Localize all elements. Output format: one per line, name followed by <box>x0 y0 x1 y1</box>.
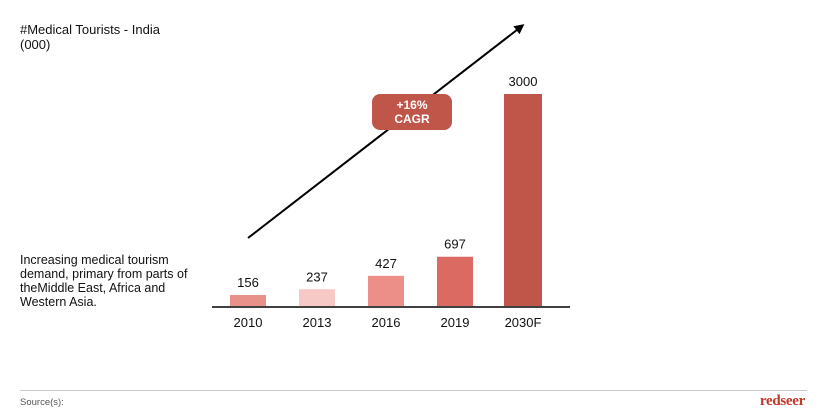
category-label: 2013 <box>303 315 332 330</box>
footer-divider <box>20 390 807 391</box>
bars-group: 156 2010 237 2013 427 2016 697 2019 3000 2030F <box>230 74 542 330</box>
annotation-note: Increasing medical tourism demand, prima… <box>20 253 188 309</box>
bar-2013 <box>299 289 335 306</box>
bar-value-label: 3000 <box>509 74 538 89</box>
redseer-logo: redseer <box>759 393 805 409</box>
cagr-value: +16% <box>396 98 428 112</box>
category-label: 2030F <box>505 315 542 330</box>
growth-arrow <box>247 24 525 239</box>
bar-value-label: 156 <box>237 275 259 290</box>
bar-2016 <box>368 275 404 306</box>
cagr-badge: +16% CAGR <box>372 94 452 130</box>
source-label: Source(s): <box>20 397 64 408</box>
cagr-label: CAGR <box>394 112 430 126</box>
bar-2019 <box>437 256 473 306</box>
bar-value-label: 427 <box>375 256 397 271</box>
chart-title-line2: (000) <box>20 37 51 52</box>
chart-title: #Medical Tourists - India (000) <box>20 22 160 52</box>
category-label: 2019 <box>441 315 470 330</box>
chart-title-line1: #Medical Tourists - India <box>20 22 160 37</box>
bar-value-label: 697 <box>444 237 466 252</box>
bar-2030f <box>504 94 542 306</box>
bar-value-label: 237 <box>306 269 328 284</box>
category-label: 2016 <box>372 315 401 330</box>
bar-2010 <box>230 294 266 306</box>
category-label: 2010 <box>234 315 263 330</box>
